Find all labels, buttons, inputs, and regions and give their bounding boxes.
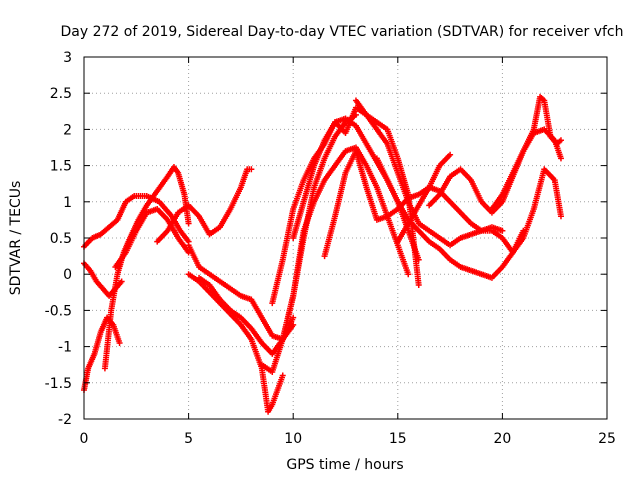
data-point: [557, 155, 564, 162]
data-point: [118, 278, 125, 285]
x-tick-label: 10: [284, 431, 302, 447]
y-tick-label: 1: [63, 195, 72, 211]
data-point: [185, 220, 192, 227]
data-point: [447, 151, 454, 158]
x-tick-label: 20: [493, 431, 511, 447]
series-14: [321, 148, 454, 260]
data-point: [557, 137, 564, 144]
data-point: [248, 166, 255, 173]
data-point: [499, 227, 506, 234]
data-point: [557, 213, 564, 220]
x-tick-label: 25: [598, 431, 616, 447]
x-axis-label: GPS time / hours: [286, 457, 403, 473]
x-tick-label: 15: [389, 431, 407, 447]
chart-title: Day 272 of 2019, Sidereal Day-to-day VTE…: [60, 24, 623, 40]
y-tick-label: -2: [58, 412, 72, 428]
y-tick-label: 2: [63, 122, 72, 138]
x-tick-label: 0: [80, 431, 89, 447]
data-point: [116, 339, 123, 346]
series-17: [394, 166, 564, 256]
y-tick-label: 3: [63, 50, 72, 66]
x-tick-label: 5: [184, 431, 193, 447]
data-points: [81, 93, 564, 415]
data-point: [405, 271, 412, 278]
data-point: [279, 372, 286, 379]
tick-labels: 0 5 10 15 20 25 -2 -1.5 -1 -0.5 0 0.5 1 1.5 2 2.5 3: [45, 50, 616, 447]
y-tick-label: -0.5: [45, 303, 72, 319]
y-tick-label: 2.5: [50, 86, 72, 102]
series-19: [488, 93, 564, 213]
y-tick-label: -1.5: [45, 376, 72, 392]
y-tick-label: 1.5: [50, 159, 72, 175]
ticks: [83, 56, 608, 420]
series-13: [290, 104, 422, 289]
series-1: [81, 193, 192, 250]
data-point: [290, 314, 297, 321]
y-tick-label: 0: [63, 267, 72, 283]
y-axis-label: SDTVAR / TECUs: [8, 181, 24, 296]
y-tick-label: 0.5: [50, 231, 72, 247]
data-point: [415, 282, 422, 289]
y-tick-label: -1: [58, 340, 72, 356]
